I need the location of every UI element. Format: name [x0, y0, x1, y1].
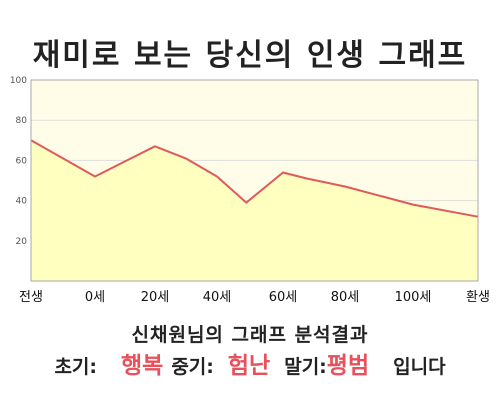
y-axis-ticks: 20 40 60 80 100 [10, 76, 27, 247]
analysis-result: 초기: 행복 중기: 험난 말기: 평범 입니다 [0, 346, 500, 382]
x-tick-label: 60세 [269, 290, 298, 305]
x-tick-label: 40세 [203, 290, 232, 305]
life-area-fill [31, 140, 478, 281]
x-tick-label: 20세 [141, 290, 170, 305]
y-tick-label: 80 [16, 116, 28, 126]
result-suffix: 입니다 [393, 356, 446, 378]
y-tick-label: 100 [10, 76, 27, 86]
early-label: 초기: [54, 356, 97, 378]
x-tick-label: 0세 [85, 290, 105, 305]
x-tick-label: 전생 [19, 290, 43, 305]
x-tick-label: 100세 [395, 290, 432, 305]
y-tick-label: 40 [16, 197, 28, 207]
middle-label: 중기: [171, 356, 214, 378]
late-label: 말기: [284, 356, 327, 378]
plot-frame [30, 79, 479, 282]
y-tick-label: 20 [16, 237, 28, 247]
x-tick-label: 80세 [331, 290, 360, 305]
analysis-subtitle: 신채원님의 그래프 분석결과 [131, 324, 369, 346]
page-title: 재미로 보는 당신의 인생 그래프 [32, 38, 468, 73]
x-axis-ticks: 전생 0세 20세 40세 60세 80세 100세 환생 [19, 290, 490, 305]
middle-value: 험난 [227, 353, 271, 379]
early-value: 행복 [121, 353, 164, 379]
late-value: 평범 [326, 353, 370, 379]
life-line [30, 139, 479, 218]
y-tick-label: 60 [16, 156, 28, 166]
x-tick-label: 환생 [466, 290, 490, 305]
